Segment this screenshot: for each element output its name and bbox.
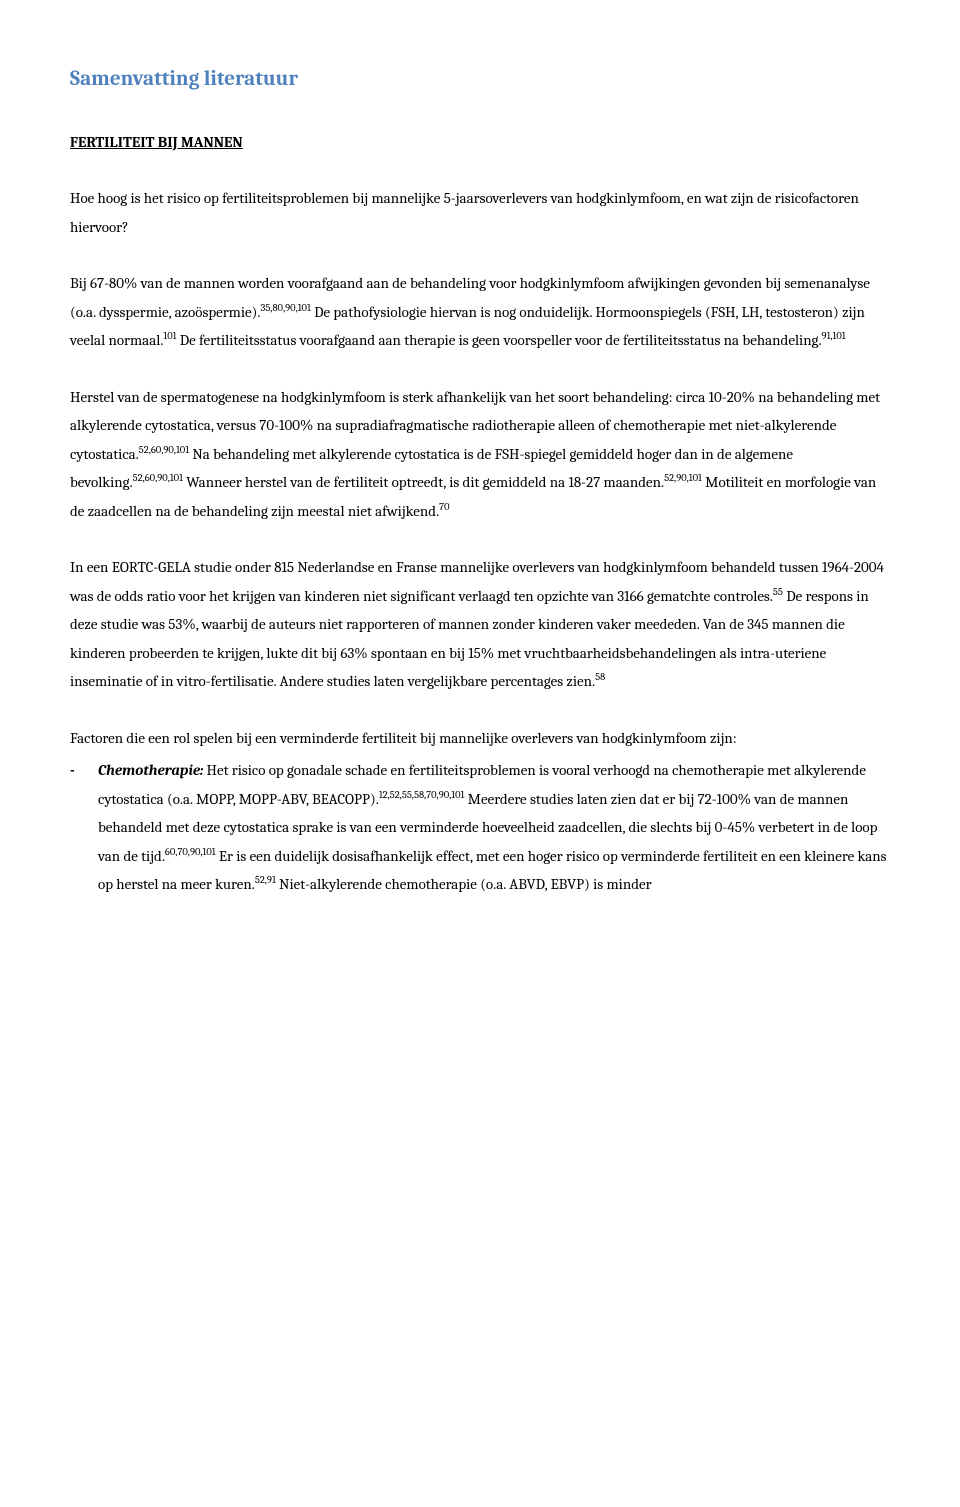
citation-sup: 91,101 <box>822 330 846 342</box>
body-text: Wanneer herstel van de fertiliteit optre… <box>183 473 664 491</box>
paragraph-4: In een EORTC-GELA studie onder 815 Neder… <box>70 553 890 696</box>
citation-sup: 52,91 <box>255 874 276 886</box>
body-text: De fertiliteitsstatus voorafgaand aan th… <box>176 331 821 349</box>
paragraph-5: Factoren die een rol spelen bij een verm… <box>70 724 890 753</box>
list-item: - Chemotherapie: Het risico op gonadale … <box>70 756 890 899</box>
citation-sup: 101 <box>163 330 176 342</box>
section-heading: FERTILITEIT BIJ MANNEN <box>70 128 890 157</box>
paragraph-intro: Hoe hoog is het risico op fertiliteitspr… <box>70 184 890 241</box>
page-title: Samenvatting literatuur <box>70 60 890 100</box>
citation-sup: 12,52,55,58,70,90,101 <box>379 789 465 801</box>
citation-sup: 35,80,90,101 <box>260 302 310 314</box>
bullet-content: Chemotherapie: Het risico op gonadale sc… <box>98 756 890 899</box>
citation-sup: 52,90,101 <box>664 472 702 484</box>
paragraph-2: Bij 67-80% van de mannen worden voorafga… <box>70 269 890 355</box>
bullet-label: Chemotherapie: <box>98 761 203 779</box>
paragraph-3: Herstel van de spermatogenese na hodgkin… <box>70 383 890 526</box>
citation-sup: 55 <box>773 586 783 598</box>
citation-sup: 70 <box>439 501 449 513</box>
citation-sup: 52,60,90,101 <box>139 444 189 456</box>
citation-sup: 60,70,90,101 <box>165 846 216 858</box>
citation-sup: 58 <box>595 671 605 683</box>
body-text: In een EORTC-GELA studie onder 815 Neder… <box>70 558 884 605</box>
body-text: Niet-alkylerende chemotherapie (o.a. ABV… <box>276 875 652 893</box>
citation-sup: 52,60,90,101 <box>133 472 183 484</box>
bullet-dash-icon: - <box>70 756 98 899</box>
